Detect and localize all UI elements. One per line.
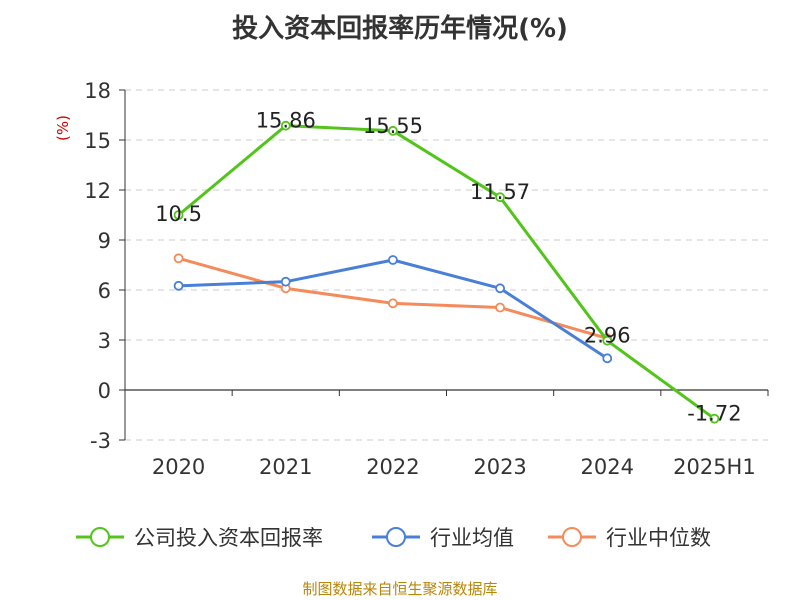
data-label: 15.86 <box>256 109 316 133</box>
data-point <box>388 298 398 309</box>
x-tick-label: 2024 <box>581 455 634 479</box>
data-labels: 10.5 15.86 15.55 11.57 2.96 -1.72 <box>155 109 741 426</box>
data-label: 2.96 <box>584 324 631 348</box>
y-tick-label: -3 <box>90 429 111 453</box>
legend-label: 公司投入资本回报率 <box>134 526 323 550</box>
series-line <box>178 258 609 360</box>
data-point <box>388 125 398 136</box>
data-point <box>173 253 184 264</box>
y-tick-label: 3 <box>98 329 111 353</box>
data-point <box>495 283 505 294</box>
y-tick-label: 15 <box>84 129 111 153</box>
data-label: 11.57 <box>470 180 530 204</box>
x-tick-label: 2020 <box>152 455 205 479</box>
x-tick-label: 2025H1 <box>673 455 756 479</box>
data-point <box>495 302 505 313</box>
chart-canvas: -3 0 3 6 9 12 15 18 2020 2021 2022 2023 2024 2025H1 (%… <box>54 79 769 550</box>
data-label: -1.72 <box>687 402 741 426</box>
data-point <box>495 192 505 203</box>
legend-marker <box>90 527 110 547</box>
legend-marker <box>386 527 406 547</box>
series-lines <box>173 120 720 424</box>
y-axis-label: (%) <box>54 115 72 141</box>
data-point <box>173 280 184 291</box>
y-tick-label: 18 <box>84 79 111 103</box>
series-line <box>178 256 608 340</box>
legend: 公司投入资本回报率 行业均值 行业中位数 <box>76 526 711 550</box>
chart-title: 投入资本回报率历年情况(%) <box>232 14 568 44</box>
data-point <box>709 413 720 424</box>
y-tick-label: 12 <box>84 179 111 203</box>
source-note: 制图数据来自恒生聚源数据库 <box>302 580 498 598</box>
y-tick-label: 6 <box>98 279 111 303</box>
y-tick-label: 9 <box>98 229 111 253</box>
y-tick-label: 0 <box>98 379 111 403</box>
x-tick-label: 2021 <box>259 455 312 479</box>
data-point <box>280 120 291 131</box>
grid-lines <box>125 89 768 441</box>
data-point <box>602 335 613 346</box>
x-tick-label: 2022 <box>366 455 419 479</box>
data-point <box>388 255 398 265</box>
series-line <box>177 124 716 420</box>
data-label: 15.55 <box>363 114 423 138</box>
data-point <box>602 353 613 364</box>
legend-marker <box>562 527 582 547</box>
legend-label: 行业均值 <box>430 526 514 550</box>
legend-label: 行业中位数 <box>606 526 711 550</box>
data-point <box>280 276 291 287</box>
tick-labels: -3 0 3 6 9 12 15 18 2020 2021 2022 2023 2024 2025H1 (%… <box>54 79 756 479</box>
x-tick-label: 2023 <box>473 455 526 479</box>
data-label: 10.5 <box>155 202 202 226</box>
axes <box>119 89 769 441</box>
data-point <box>173 210 184 220</box>
